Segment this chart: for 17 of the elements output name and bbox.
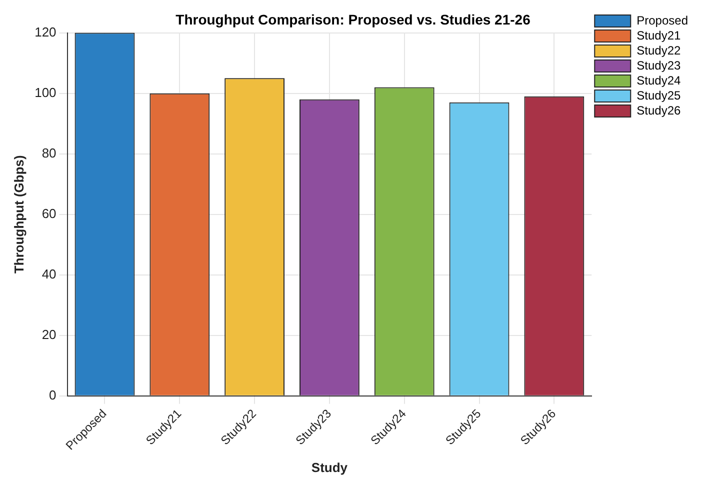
y-axis-title: Throughput (Gbps): [11, 155, 26, 274]
y-tick-label: 40: [42, 266, 56, 282]
y-tick-label: 20: [42, 326, 56, 342]
y-tick-label: 0: [49, 387, 56, 402]
legend-label: Study26: [636, 103, 681, 118]
y-tick-label: 60: [42, 206, 56, 221]
legend-label: Study23: [636, 58, 681, 72]
chart-title: Throughput Comparison: Proposed vs. Studies 21-26: [176, 11, 531, 28]
y-tick-label: 80: [42, 145, 56, 160]
legend-label: Proposed: [636, 13, 688, 28]
x-axis-title: Study: [311, 460, 348, 475]
legend-label: Study24: [636, 73, 681, 88]
legend-label: Study25: [636, 88, 681, 102]
y-tick-label: 100: [34, 84, 56, 100]
legend-label: Study21: [636, 28, 681, 42]
legend-label: Study22: [636, 43, 681, 58]
y-tick-label: 120: [34, 24, 56, 40]
